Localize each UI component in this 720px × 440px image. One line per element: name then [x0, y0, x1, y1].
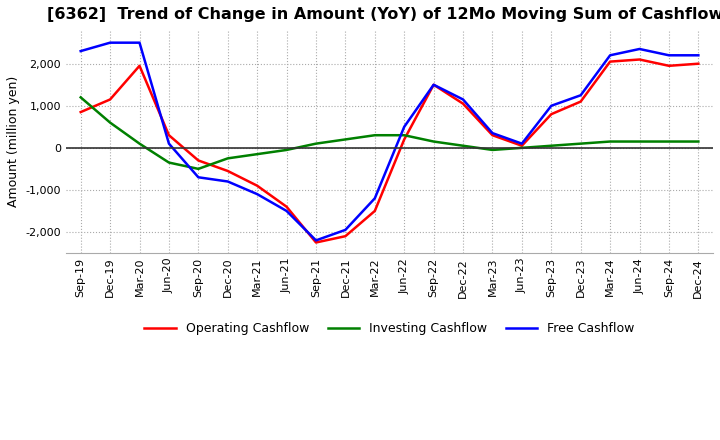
Investing Cashflow	[488, 147, 497, 153]
Operating Cashflow	[223, 169, 232, 174]
Operating Cashflow	[106, 97, 114, 102]
Investing Cashflow	[341, 137, 350, 142]
Line: Operating Cashflow: Operating Cashflow	[81, 59, 698, 242]
Investing Cashflow	[665, 139, 673, 144]
Investing Cashflow	[253, 151, 261, 157]
Investing Cashflow	[547, 143, 556, 148]
Operating Cashflow	[635, 57, 644, 62]
Free Cashflow	[194, 175, 202, 180]
Operating Cashflow	[312, 240, 320, 245]
Free Cashflow	[135, 40, 144, 45]
Operating Cashflow	[547, 112, 556, 117]
Operating Cashflow	[135, 63, 144, 69]
Operating Cashflow	[400, 137, 408, 142]
Free Cashflow	[400, 124, 408, 129]
Investing Cashflow	[106, 120, 114, 125]
Free Cashflow	[76, 48, 85, 54]
Free Cashflow	[459, 97, 467, 102]
Investing Cashflow	[194, 166, 202, 172]
Free Cashflow	[488, 131, 497, 136]
Free Cashflow	[253, 191, 261, 197]
Operating Cashflow	[459, 101, 467, 106]
Operating Cashflow	[694, 61, 703, 66]
Free Cashflow	[694, 53, 703, 58]
Investing Cashflow	[635, 139, 644, 144]
Investing Cashflow	[400, 132, 408, 138]
Operating Cashflow	[282, 204, 291, 209]
Operating Cashflow	[76, 110, 85, 115]
Operating Cashflow	[253, 183, 261, 188]
Y-axis label: Amount (million yen): Amount (million yen)	[7, 76, 20, 207]
Free Cashflow	[518, 141, 526, 146]
Investing Cashflow	[429, 139, 438, 144]
Free Cashflow	[371, 196, 379, 201]
Investing Cashflow	[459, 143, 467, 148]
Investing Cashflow	[371, 132, 379, 138]
Free Cashflow	[312, 238, 320, 243]
Investing Cashflow	[577, 141, 585, 146]
Investing Cashflow	[312, 141, 320, 146]
Free Cashflow	[577, 92, 585, 98]
Free Cashflow	[282, 208, 291, 213]
Line: Free Cashflow: Free Cashflow	[81, 43, 698, 240]
Investing Cashflow	[694, 139, 703, 144]
Investing Cashflow	[76, 95, 85, 100]
Free Cashflow	[665, 53, 673, 58]
Free Cashflow	[341, 227, 350, 232]
Operating Cashflow	[488, 132, 497, 138]
Operating Cashflow	[429, 82, 438, 88]
Investing Cashflow	[282, 147, 291, 153]
Operating Cashflow	[606, 59, 614, 64]
Free Cashflow	[635, 46, 644, 51]
Title: [6362]  Trend of Change in Amount (YoY) of 12Mo Moving Sum of Cashflows: [6362] Trend of Change in Amount (YoY) o…	[47, 7, 720, 22]
Free Cashflow	[106, 40, 114, 45]
Legend: Operating Cashflow, Investing Cashflow, Free Cashflow: Operating Cashflow, Investing Cashflow, …	[140, 317, 639, 341]
Operating Cashflow	[518, 143, 526, 148]
Free Cashflow	[223, 179, 232, 184]
Operating Cashflow	[371, 208, 379, 213]
Investing Cashflow	[165, 160, 174, 165]
Operating Cashflow	[194, 158, 202, 163]
Investing Cashflow	[135, 141, 144, 146]
Free Cashflow	[165, 141, 174, 146]
Operating Cashflow	[665, 63, 673, 69]
Investing Cashflow	[606, 139, 614, 144]
Line: Investing Cashflow: Investing Cashflow	[81, 97, 698, 169]
Operating Cashflow	[165, 132, 174, 138]
Free Cashflow	[606, 53, 614, 58]
Investing Cashflow	[223, 156, 232, 161]
Investing Cashflow	[518, 145, 526, 150]
Operating Cashflow	[341, 234, 350, 239]
Operating Cashflow	[577, 99, 585, 104]
Free Cashflow	[547, 103, 556, 108]
Free Cashflow	[429, 82, 438, 88]
